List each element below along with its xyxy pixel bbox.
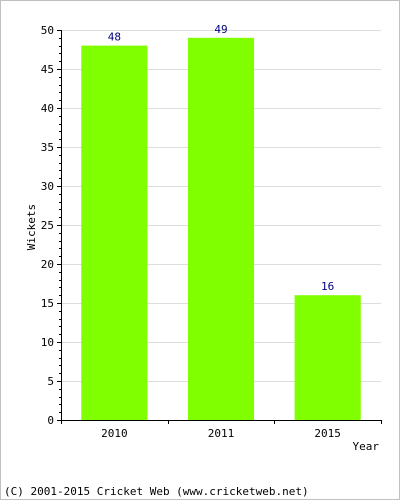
x-tick-label-2011: 2011 — [208, 427, 235, 440]
y-tick-label: 10 — [41, 336, 54, 349]
axis-layer: 0 5 10 15 20 25 30 35 40 45 50 2010 2011 2015 — [41, 24, 382, 440]
copyright-footer: (C) 2001-2015 Cricket Web (www.cricketwe… — [4, 485, 309, 498]
y-tick-label: 15 — [41, 297, 54, 310]
data-label-2010: 48 — [108, 31, 121, 44]
y-tick-label: 40 — [41, 102, 54, 115]
y-tick-label: 50 — [41, 24, 54, 37]
label-layer: 48 49 16 — [108, 23, 335, 293]
y-tick-label: 25 — [41, 219, 54, 232]
bar-layer — [81, 37, 361, 421]
bar-2010 — [81, 45, 148, 420]
bar-2015 — [294, 295, 361, 420]
y-tick-label: 45 — [41, 63, 54, 76]
data-label-2015: 16 — [321, 280, 334, 293]
y-axis-title: Wickets — [25, 204, 38, 250]
y-tick-label: 5 — [47, 375, 54, 388]
bar-2011 — [187, 37, 255, 421]
y-tick-label: 20 — [41, 258, 54, 271]
x-axis-title: Year — [353, 440, 380, 453]
data-label-2011: 49 — [214, 23, 227, 36]
x-tick-label-2015: 2015 — [314, 427, 341, 440]
y-tick-label: 0 — [47, 414, 54, 427]
y-tick-label: 35 — [41, 141, 54, 154]
y-tick-label: 30 — [41, 180, 54, 193]
x-tick-label-2010: 2010 — [101, 427, 128, 440]
